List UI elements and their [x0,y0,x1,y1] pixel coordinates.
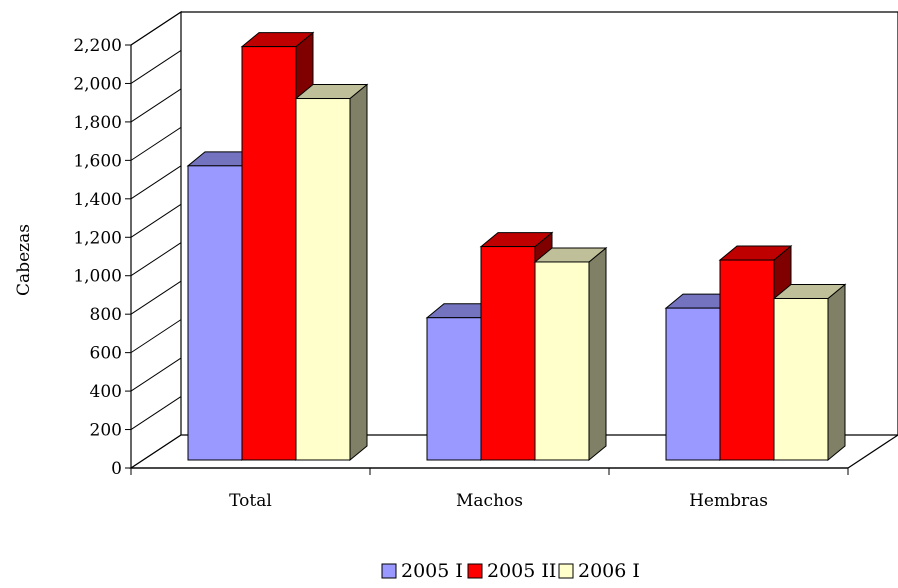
legend-label: 2005 I [401,560,463,582]
y-tick-depth [130,88,182,123]
bar-front [426,317,482,461]
back-wall-left-edge [130,10,182,435]
y-tick-label: 2,200 [73,36,122,56]
bar-side [588,246,607,462]
bar-front [719,259,775,461]
y-tick-depth [130,357,182,392]
bar-front [187,165,243,461]
y-axis: 0 200 400 600 800 1,000 1,200 1,400 1,600 1,800 2,… [73,11,182,479]
y-tick-label: 600 [90,344,122,364]
y-tick-depth [130,50,182,84]
y-tick-label: 0 [111,459,122,479]
y-tick-depth [130,280,182,315]
x-category-label: Total [229,491,272,511]
bar-front [665,307,721,461]
legend: 2005 I 2005 II 2006 I [381,560,640,582]
bar-front [295,98,351,461]
bar-side [827,283,846,462]
legend-swatch [467,563,483,579]
bar-side [349,83,368,462]
y-axis-title: Cabezas [14,224,34,296]
y-tick-label: 200 [90,421,122,441]
y-tick-label: 400 [90,382,122,402]
bar-front [480,246,536,461]
y-tick-label: 1,800 [73,113,122,133]
x-category-label: Machos [456,491,523,511]
y-tick-label: 800 [90,305,122,325]
legend-label: 2005 II [487,560,556,582]
bar-hembras-2006-i [772,283,847,462]
y-tick-label: 2,000 [73,74,122,94]
y-tick-depth [130,203,182,238]
bar-machos-2006-i [533,246,608,462]
y-tick-depth [130,11,182,46]
y-tick-depth [130,242,182,277]
legend-swatch [558,563,574,579]
x-axis: Total Machos Hembras [130,467,849,511]
y-tick-label: 1,200 [73,228,122,248]
bar-front [534,261,590,461]
y-tick-depth [130,319,182,354]
y-tick-depth [130,165,182,200]
y-tick-label: 1,000 [73,267,122,287]
y-tick-label: 1,600 [73,151,122,171]
bar-total-2006-i [294,83,369,462]
y-tick-depth [130,126,182,161]
y-tick-label: 1,400 [73,190,122,210]
bar-front [773,297,829,461]
x-category-label: Hembras [689,491,768,511]
legend-swatch [381,563,397,579]
y-tick-depth [130,396,182,430]
y-tick-depth [130,434,182,469]
legend-label: 2006 I [578,560,640,582]
bars [186,31,847,462]
bar-front [241,46,297,461]
